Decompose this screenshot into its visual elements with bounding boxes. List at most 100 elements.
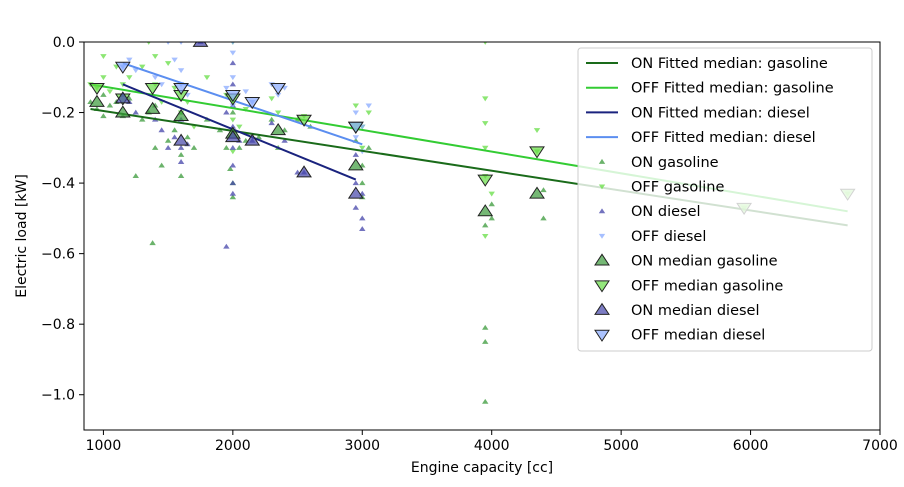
on-median-diesel-marker [347,186,364,199]
on-median-gasoline-marker [173,108,189,121]
on-diesel-point [177,159,185,164]
on-diesel-point [158,127,165,133]
on-diesel-point [177,144,185,150]
on-gasoline-point [365,144,372,150]
on-gasoline-point [139,116,146,122]
legend: ON Fitted median: gasoline OFF Fitted med… [577,47,873,352]
on-gasoline-point [482,324,489,330]
legend-label: ON gasoline [631,155,719,171]
off-gasoline-point [146,42,151,45]
on-gasoline-point [482,398,489,404]
on-diesel-point [229,60,237,66]
off-diesel-point [179,42,183,45]
on-diesel-point [352,151,360,157]
on-diesel-point [171,134,178,140]
on-gasoline-point [540,187,547,193]
off-gasoline-point [229,117,237,123]
on-diesel-point [281,137,288,143]
on-gasoline-point [190,144,198,150]
legend-swatch-on-median-gasoline [594,253,610,266]
off-gasoline-point [203,75,211,81]
y-axis: 0.0 −0.2 −0.4 −0.6 −0.8 −1.0 [41,35,84,404]
on-gasoline-point [227,166,234,171]
off-gasoline-point [482,121,489,127]
legend-swatch-off-median-diesel [594,329,610,342]
off-gasoline-point [100,75,107,81]
off-diesel-point [223,85,230,91]
on-diesel-point [164,144,172,150]
y-tick-label: 0.0 [53,35,75,51]
off-gasoline-point [482,145,489,151]
x-tick-label: 4000 [474,438,510,454]
off-gasoline-point [488,191,495,197]
legend-label: ON Fitted median: diesel [631,105,810,121]
off-gasoline-point [164,61,172,67]
on-diesel-point [223,243,230,249]
on-diesel-point [352,180,360,186]
on-gasoline-point [229,194,237,200]
on-median-diesel-marker [296,165,312,178]
off-diesel-point [229,103,237,109]
on-diesel-point [229,162,237,168]
off-diesel-point [230,42,235,45]
off-diesel-point [352,135,360,141]
legend-label: ON diesel [631,204,701,220]
on-gasoline-point [359,180,366,186]
on-gasoline-point [482,338,489,344]
legend-swatch-on-diesel [598,208,606,214]
off-diesel-point [166,42,171,45]
legend-label: ON Fitted median: gasoline [631,56,828,72]
on-diesel-point [229,123,237,129]
off-gasoline-point [268,96,275,102]
off-fitted-median-diesel-line [122,62,363,146]
off-diesel-point [132,68,139,74]
plot-frame [83,41,881,431]
off-median-diesel-marker [347,121,364,134]
legend-box [577,47,873,352]
x-tick-label: 1000 [86,438,122,454]
on-gasoline-point [488,215,495,221]
x-tick-label: 3000 [344,438,380,454]
on-diesel-point [359,226,366,231]
on-median-diesel-marker [114,91,131,104]
on-median-diesel-marker [173,133,189,146]
off-gasoline-point [126,75,133,81]
marks-layer [87,42,856,404]
x-axis: 1000 2000 3000 4000 5000 6000 7000 [86,430,898,454]
on-gasoline-point [482,222,489,228]
off-median-diesel-marker [114,61,131,74]
y-tick-label: −0.2 [41,106,75,122]
on-diesel-point [229,180,237,186]
on-median-gasoline-marker [529,186,545,199]
on-median-gasoline-marker [347,158,364,171]
off-median-gasoline-marker [89,82,105,96]
on-diesel-point [229,81,237,87]
off-median-diesel-marker [244,97,261,110]
off-gasoline-point [151,54,159,59]
on-median-diesel-marker [224,130,241,143]
y-tick-label: −0.4 [41,176,75,192]
x-tick-label: 6000 [733,438,769,454]
legend-label: OFF gasoline [631,180,724,196]
on-median-diesel-marker [244,133,261,146]
legend-label: OFF median gasoline [631,278,783,294]
legend-label: ON median gasoline [631,254,778,270]
legend-swatch-off-gasoline [598,184,606,190]
on-gasoline-point [236,144,243,150]
on-diesel-point [268,120,275,126]
off-diesel-point [365,103,372,109]
on-gasoline-point [100,92,107,97]
on-gasoline-point [268,116,275,122]
off-diesel-point [242,89,249,95]
on-diesel-point [359,215,366,221]
x-axis-label: Engine capacity [cc] [411,460,553,476]
legend-label: OFF Fitted median: diesel [631,130,816,146]
off-median-gasoline-marker [144,82,161,96]
off-median-gasoline-marker [477,174,494,187]
off-diesel-point [229,75,237,81]
off-gasoline-point [365,110,372,116]
legend-swatch-off-diesel [598,233,606,239]
on-gasoline-point [106,102,114,108]
on-diesel-point [223,109,230,115]
